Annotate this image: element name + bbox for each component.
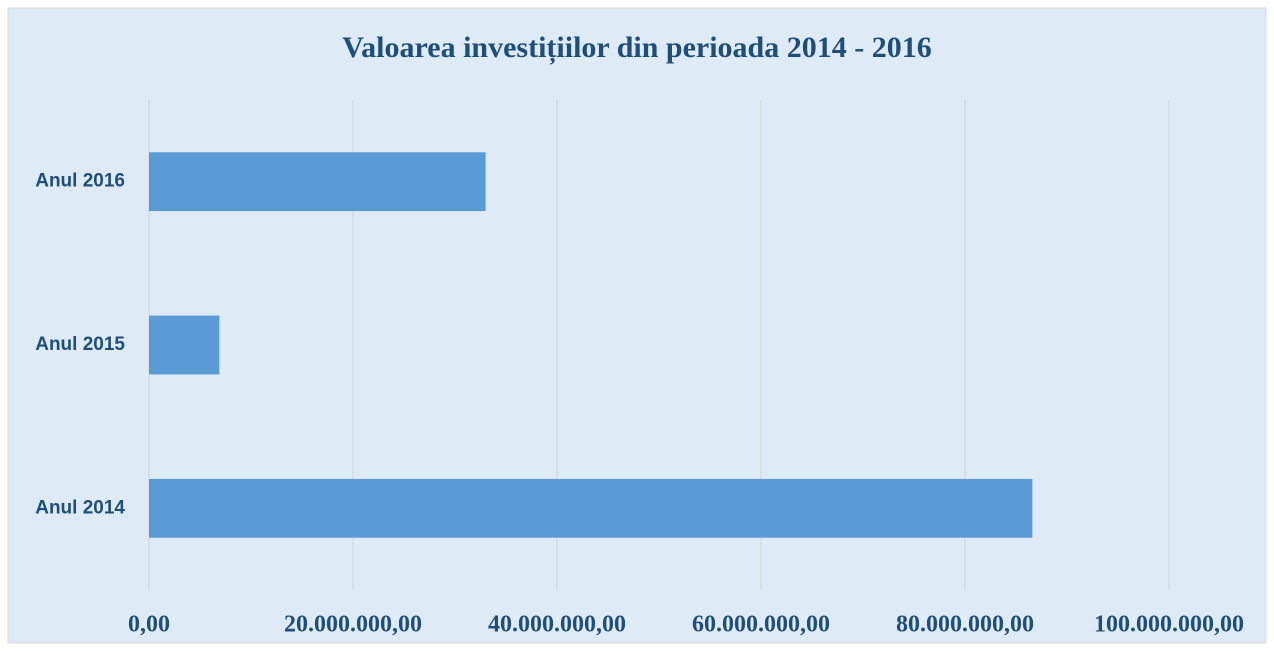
y-tick-label: Anul 2015 <box>35 334 125 355</box>
x-tick-label: 20.000.000,00 <box>284 612 422 638</box>
bar <box>149 152 486 212</box>
y-tick-label: Anul 2014 <box>35 497 125 518</box>
x-tick-label: 0,00 <box>128 612 170 638</box>
x-tick-label: 100.000.000,00 <box>1094 612 1244 638</box>
bar <box>149 478 1033 538</box>
chart-title: Valoarea investițiilor din perioada 2014… <box>342 31 931 65</box>
bar <box>149 315 220 375</box>
x-tick-label: 60.000.000,00 <box>692 612 830 638</box>
x-tick-label: 40.000.000,00 <box>488 612 626 638</box>
x-tick-label: 80.000.000,00 <box>896 612 1034 638</box>
y-tick-label: Anul 2016 <box>35 171 125 192</box>
